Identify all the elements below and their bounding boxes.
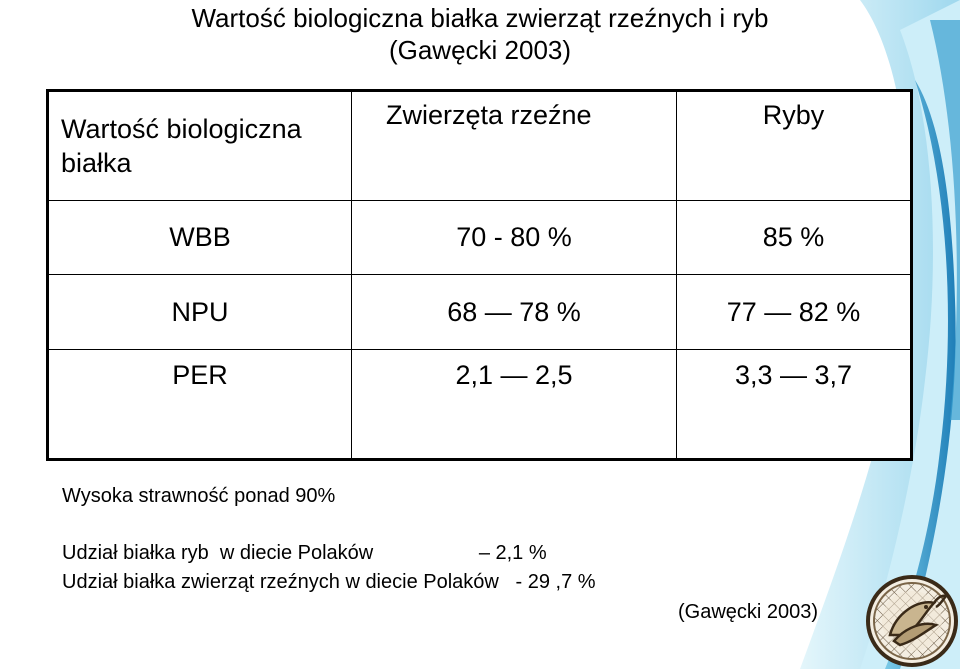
table-cell: 3,3 — 3,7 [676, 349, 912, 460]
header-cell-slaughter-animals: Zwierzęta rzeźne [351, 90, 677, 201]
source-citation: (Gawęcki 2003) [678, 601, 819, 623]
table-cell: 2,1 — 2,5 [351, 349, 677, 460]
row-label-cell: PER [47, 349, 352, 460]
protein-value-table: Wartość biologiczna białka Zwierzęta rze… [46, 89, 913, 461]
digestibility-note: Wysoka strawność ponad 90% [62, 485, 336, 507]
meat-protein-share-note: Udział białka zwierząt rzeźnych w diecie… [62, 571, 596, 593]
table-row: PER 2,1 — 2,5 3,3 — 3,7 [47, 349, 912, 460]
header-cell-fish: Ryby [676, 90, 912, 201]
row-label-cell: NPU [47, 274, 352, 350]
table-cell: 85 % [676, 200, 912, 275]
title-line-1: Wartość biologiczna białka zwierząt rzeź… [191, 3, 769, 33]
title-line-2: (Gawęcki 2003) [388, 35, 572, 65]
page-title: Wartość biologiczna białka zwierząt rzeź… [0, 2, 960, 66]
table-header-row: Wartość biologiczna białka Zwierzęta rze… [47, 90, 912, 201]
table-cell: 70 - 80 % [351, 200, 677, 275]
table-cell: 77 — 82 % [676, 274, 912, 350]
fish-seal-icon [866, 575, 958, 667]
table-row: WBB 70 - 80 % 85 % [47, 200, 912, 275]
fish-protein-share-note: Udział białka ryb w diecie Polaków – 2,1… [62, 542, 547, 564]
header-cell-parameter: Wartość biologiczna białka [47, 90, 352, 201]
table-row: NPU 68 — 78 % 77 — 82 % [47, 274, 912, 350]
row-label-cell: WBB [47, 200, 352, 275]
table-cell: 68 — 78 % [351, 274, 677, 350]
